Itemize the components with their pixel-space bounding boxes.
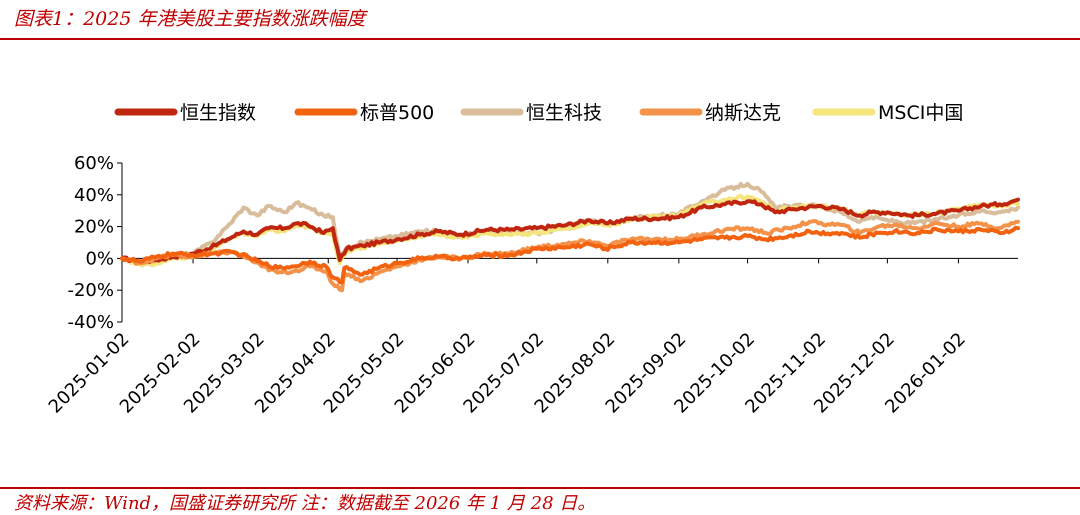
chart-title: 图表1：2025 年港美股主要指数涨跌幅度 [14, 8, 366, 30]
chart-series [120, 181, 1020, 293]
y-tick-label: -20% [67, 280, 114, 301]
legend-item: 纳斯达克 [639, 102, 781, 124]
chart-legend: 恒生指数 标普500 恒生科技 纳斯达克 MSCI中国 [114, 102, 963, 124]
legend-label: 恒生科技 [526, 102, 602, 124]
y-tick-label: 60% [74, 153, 114, 174]
series-line-0 [120, 197, 1020, 264]
source-note: 资料来源：Wind，国盛证券研究所 注：数据截至 2026 年 1 月 28 日… [14, 493, 596, 514]
legend-label: 纳斯达克 [705, 102, 781, 124]
line-chart: 恒生指数 标普500 恒生科技 纳斯达克 MSCI中国 -40% -20% 0% 20% 40%… [45, 102, 1020, 418]
legend-item: 标普500 [294, 102, 434, 124]
bottom-rule [0, 487, 1080, 489]
legend-item: 恒生科技 [460, 102, 602, 124]
legend-label: 标普500 [360, 102, 434, 124]
y-tick-label: 0% [85, 248, 114, 269]
y-tick-label: -40% [67, 312, 114, 333]
legend-label: 恒生指数 [180, 102, 256, 124]
y-tick-label: 40% [74, 185, 114, 206]
legend-label: MSCI中国 [878, 102, 963, 124]
legend-item: MSCI中国 [812, 102, 963, 124]
y-tick-label: 20% [74, 217, 114, 238]
series-line-1 [120, 225, 1020, 285]
chart-axes: -40%-20%0%20%40%60%2025-01-022025-02-022… [45, 153, 1018, 418]
top-rule [0, 38, 1080, 40]
legend-item: 恒生指数 [114, 102, 256, 124]
